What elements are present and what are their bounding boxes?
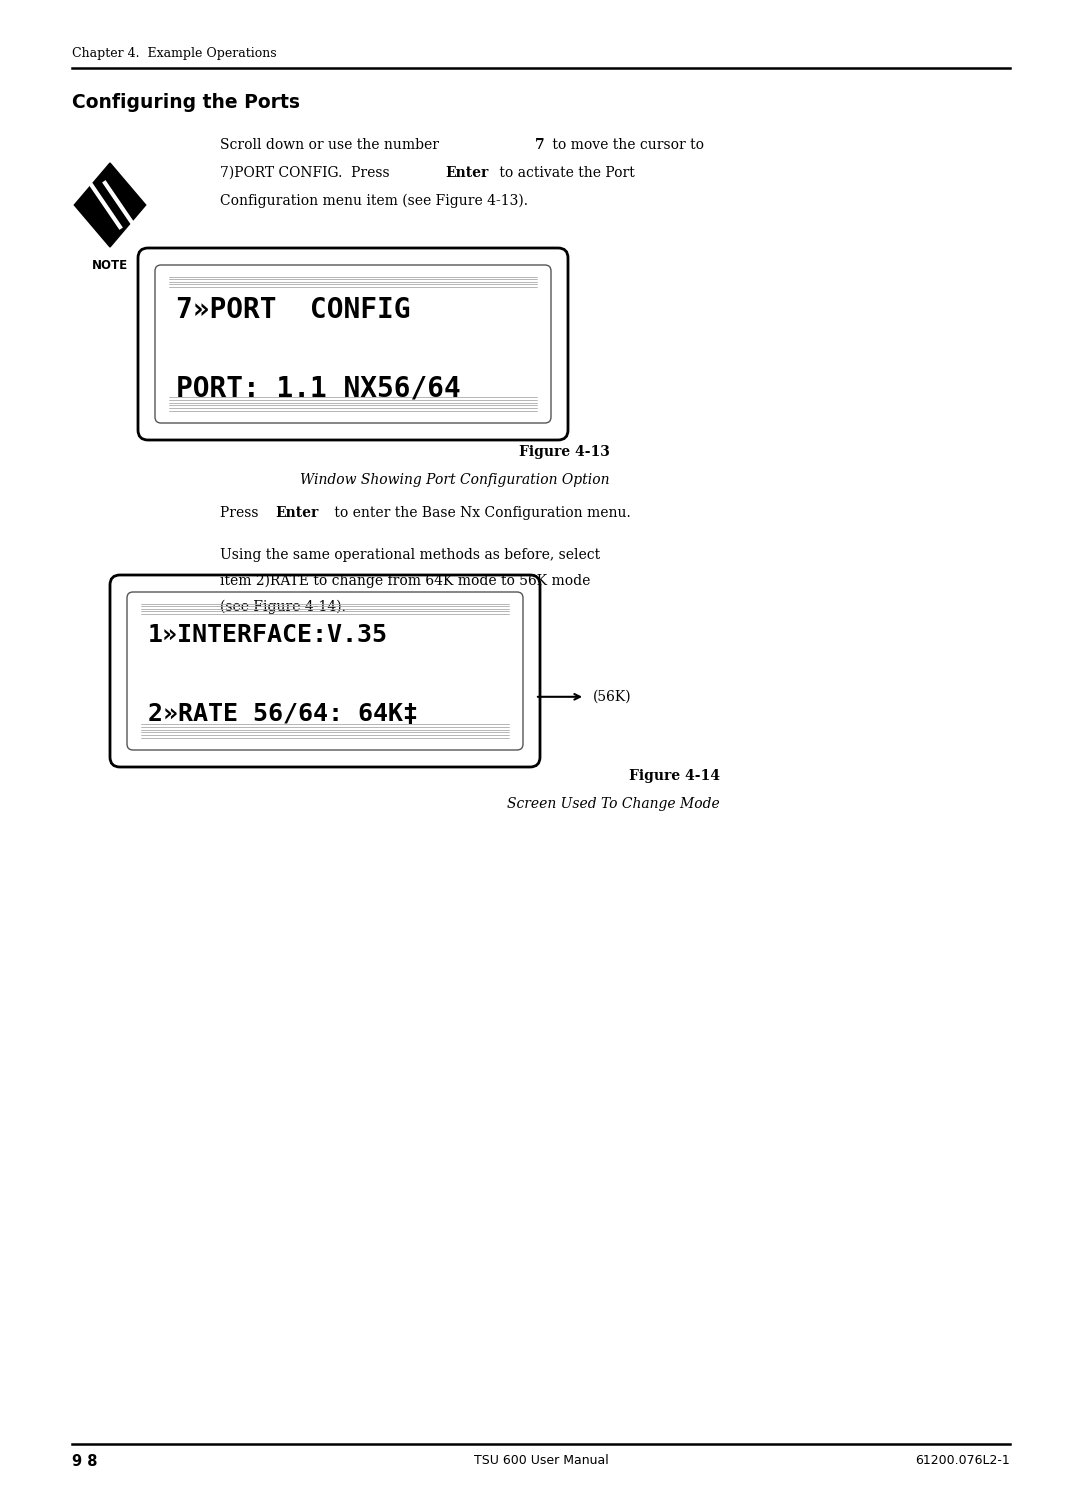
Text: item 2)RATE to change from 64K mode to 56K mode: item 2)RATE to change from 64K mode to 5… <box>220 574 591 587</box>
Text: Press: Press <box>220 506 262 520</box>
Text: 7: 7 <box>535 138 544 152</box>
FancyBboxPatch shape <box>138 248 568 440</box>
Text: to move the cursor to: to move the cursor to <box>548 138 704 152</box>
FancyBboxPatch shape <box>156 264 551 424</box>
Text: Enter: Enter <box>445 167 488 180</box>
Text: Scroll down or use the number: Scroll down or use the number <box>220 138 444 152</box>
Text: 2»RATE 56/64: 64K‡: 2»RATE 56/64: 64K‡ <box>148 701 418 725</box>
Text: Configuring the Ports: Configuring the Ports <box>72 93 300 113</box>
FancyBboxPatch shape <box>110 575 540 768</box>
Text: Figure 4-13: Figure 4-13 <box>519 445 610 460</box>
Text: TSU 600 User Manual: TSU 600 User Manual <box>474 1454 608 1467</box>
Text: PORT: 1.1 NX56/64: PORT: 1.1 NX56/64 <box>176 376 461 403</box>
Text: 7»PORT  CONFIG: 7»PORT CONFIG <box>176 296 410 324</box>
Text: Window Showing Port Configuration Option: Window Showing Port Configuration Option <box>300 473 610 487</box>
Text: 1»INTERFACE:V.35: 1»INTERFACE:V.35 <box>148 623 388 647</box>
Polygon shape <box>75 164 146 246</box>
Text: Screen Used To Change Mode: Screen Used To Change Mode <box>508 798 720 811</box>
Text: NOTE: NOTE <box>92 258 129 272</box>
Text: to enter the Base Nx Configuration menu.: to enter the Base Nx Configuration menu. <box>330 506 631 520</box>
Text: 7)PORT CONFIG.  Press: 7)PORT CONFIG. Press <box>220 167 394 180</box>
Text: Using the same operational methods as before, select: Using the same operational methods as be… <box>220 548 600 562</box>
Text: to activate the Port: to activate the Port <box>495 167 635 180</box>
Text: (56K): (56K) <box>593 689 632 704</box>
Text: Chapter 4.  Example Operations: Chapter 4. Example Operations <box>72 47 276 60</box>
FancyBboxPatch shape <box>127 592 523 749</box>
Text: 61200.076L2-1: 61200.076L2-1 <box>915 1454 1010 1467</box>
Text: Figure 4-14: Figure 4-14 <box>629 769 720 783</box>
Text: 9 8: 9 8 <box>72 1454 97 1469</box>
Text: (see Figure 4-14).: (see Figure 4-14). <box>220 599 346 614</box>
Text: Configuration menu item (see Figure 4-13).: Configuration menu item (see Figure 4-13… <box>220 194 528 207</box>
Text: Enter: Enter <box>275 506 319 520</box>
